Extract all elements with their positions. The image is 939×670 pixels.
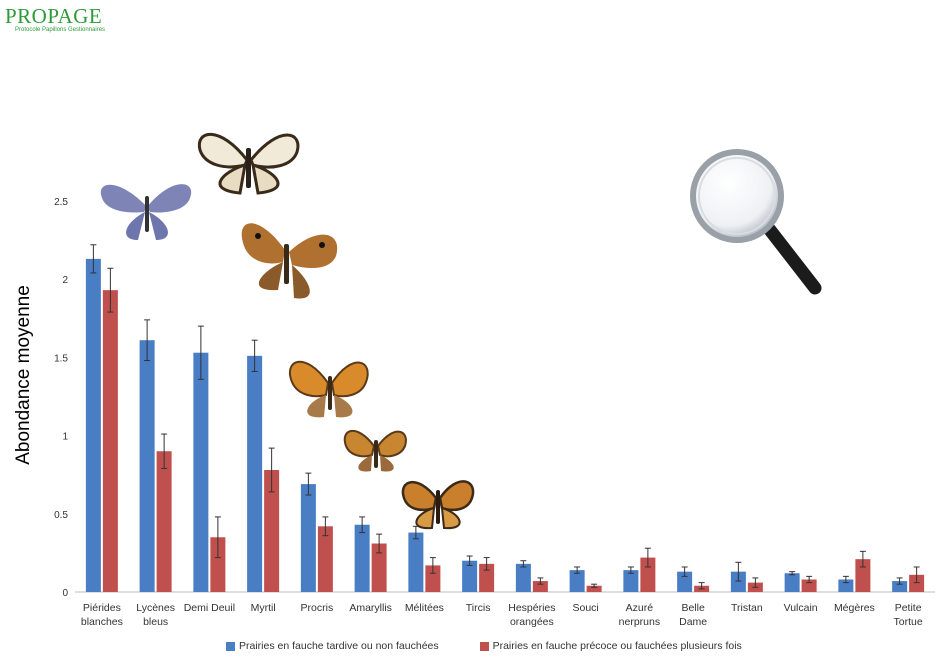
bar-series-2 [532,581,548,592]
bar-series-1 [515,563,531,592]
bar-series-2 [317,526,333,592]
x-tick-label: Piérides blanches [81,602,123,628]
bar-series-2 [909,574,925,592]
x-tick-label: Procris [301,602,334,614]
bar-series-2 [640,557,656,592]
x-tick-label: Tircis [466,602,491,614]
legend-label-series-2: Prairies en fauche précoce ou fauchées p… [492,640,742,652]
x-tick-label: Souci [572,602,598,614]
bar-series-1 [838,579,854,592]
bar-series-1 [569,570,585,592]
logo-brand: PROPAGE [5,4,103,28]
bar-series-2 [371,543,387,592]
bar-series-2 [425,565,441,592]
bar-series-1 [677,571,693,592]
bar-series-1 [408,532,424,592]
x-tick-label: Hespéries orangées [508,602,555,628]
bar-series-2 [264,470,280,592]
bar-series-2 [855,559,871,592]
bar-series-1 [784,573,800,592]
orange-butterfly-icon [289,360,369,418]
chart-axes: 0 0.5 1 1.5 2 2.5 Piérides blanches Lycènes bleus… [54,197,935,628]
bar-series-1 [247,355,263,592]
legend-item-series-2: Prairies en fauche précoce ou fauchées p… [479,640,742,652]
x-tick-label: Vulcain [784,602,818,614]
legend-swatch-series-2 [479,641,489,651]
bar-series-1 [462,560,478,592]
bar-series-1 [354,524,370,592]
y-tick-label: 0.5 [54,510,68,521]
bar-series-2 [801,579,817,592]
magnifying-glass-icon [690,149,822,295]
chart-legend: Prairies en fauche tardive ou non fauché… [226,640,780,654]
x-tick-label: Mélitées [405,602,444,614]
y-tick-label: 2.5 [54,197,68,208]
legend-swatch-series-1 [226,641,235,651]
x-tick-label: Amaryllis [349,602,392,614]
y-tick-label: 0 [62,588,68,599]
checkered-butterfly-icon [197,132,300,195]
bar-series-1 [85,258,101,592]
brown-butterfly-icon [241,223,338,299]
decorations [100,132,822,530]
blue-butterfly-icon [100,184,192,240]
small-orange-butterfly-icon [343,429,407,472]
propage-logo: PROPAGE Protocole Papillons Gestionnaire… [5,4,135,34]
logo-tagline: Protocole Papillons Gestionnaires [15,27,106,33]
bar-series-1 [892,581,908,592]
x-tick-label: Petite Tortue [894,602,923,628]
bar-series-2 [479,563,495,592]
legend-label-series-1: Prairies en fauche tardive ou non fauché… [239,640,439,652]
bar-series-2 [586,585,602,592]
bar-series-1 [193,352,209,592]
y-tick-label: 1.5 [54,353,68,364]
bar-series-2 [210,537,226,592]
bar-series-1 [730,571,746,592]
bar-series-1 [623,570,639,592]
x-tick-label: Belle Dame [679,602,707,628]
chart-bars [85,244,925,592]
bar-series-1 [139,340,155,592]
legend-item-series-1: Prairies en fauche tardive ou non fauché… [226,640,439,652]
bar-series-1 [300,484,316,592]
x-tick-label: Tristan [731,602,763,614]
x-tick-label: Demi Deuil [184,602,235,614]
x-tick-label: Mégères [834,602,875,614]
x-tick-label: Lycènes bleus [136,602,175,628]
x-tick-label: Azuré nerpruns [619,602,660,628]
bar-series-2 [102,290,118,592]
x-tick-label: Myrtil [251,602,276,614]
fritillary-butterfly-icon [401,480,475,530]
bar-series-2 [156,451,172,592]
y-tick-label: 2 [62,275,68,286]
y-tick-label: 1 [62,432,68,443]
